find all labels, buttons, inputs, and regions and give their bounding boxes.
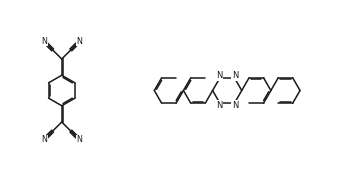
Text: N: N bbox=[41, 135, 47, 144]
Text: N: N bbox=[216, 101, 222, 110]
Text: N: N bbox=[232, 71, 238, 80]
Text: N: N bbox=[76, 135, 82, 144]
Text: N: N bbox=[41, 37, 47, 46]
Text: N: N bbox=[216, 71, 222, 80]
Text: N: N bbox=[232, 101, 238, 110]
Text: N: N bbox=[76, 37, 82, 46]
